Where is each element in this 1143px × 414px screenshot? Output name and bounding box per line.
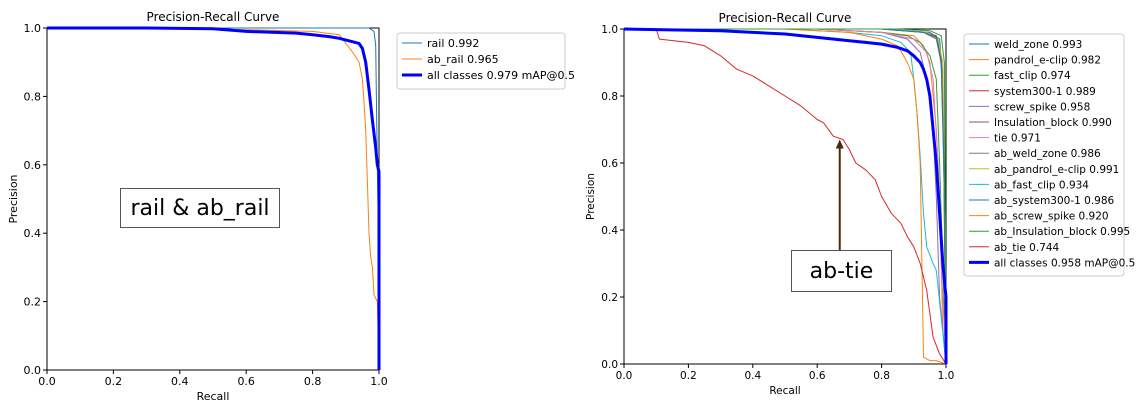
x-tick-label: 0.0 [616, 370, 633, 382]
x-tick-label: 0.4 [744, 370, 761, 382]
legend-box [963, 33, 1125, 277]
series-line-3 [47, 26, 381, 370]
x-tick-label: 0.4 [171, 375, 189, 388]
series-line-12 [624, 28, 947, 364]
series-line-13 [624, 28, 947, 364]
legend-entry: ab_tie 0.744 [994, 242, 1060, 254]
legend-entry: ab_screw_spike 0.920 [994, 211, 1109, 223]
legend-entry: ab_pandrol_e-clip 0.991 [994, 164, 1119, 176]
chart-1: Precision-Recall Curve 0.0 0.2 0.4 0.6 0.8 1.0… [7, 10, 575, 403]
y-tick-label: 0.6 [24, 159, 42, 172]
legend-entry: pandrol_e-clip 0.982 [994, 55, 1101, 67]
y-axis-label: Precision [585, 173, 597, 220]
y-tick-label: 1.0 [24, 22, 42, 35]
series-line-15 [624, 27, 948, 364]
chart-title: Precision-Recall Curve [719, 11, 852, 25]
legend-entry: ab_Insulation_block 0.995 [994, 226, 1130, 238]
x-tick-label: 0.0 [38, 375, 56, 388]
x-tick-label: 0.6 [809, 370, 826, 382]
y-tick-label: 0.6 [601, 158, 618, 170]
x-axis-label: Recall [197, 390, 230, 403]
legend-entry: Insulation_block 0.990 [994, 117, 1112, 129]
chart-1-annotation: rail & ab_rail [120, 188, 280, 228]
plot-area [623, 28, 947, 365]
x-tick-label: 1.0 [370, 375, 388, 388]
legend-entry: ab_weld_zone 0.986 [994, 148, 1101, 160]
legend-entry: ab_fast_clip 0.934 [994, 179, 1089, 191]
y-tick-label: 0.4 [24, 227, 42, 240]
legend-entry: fast_clip 0.974 [994, 70, 1071, 82]
legend-entry: system300-1 0.989 [994, 86, 1096, 98]
series-group [47, 26, 381, 370]
y-tick-label: 0.8 [601, 91, 618, 103]
y-tick-label: 0.2 [24, 296, 42, 309]
x-tick-label: 0.2 [680, 370, 697, 382]
series-line-2 [47, 27, 380, 370]
y-tick-label: 0.0 [601, 359, 618, 371]
legend-entry: rail 0.992 [427, 37, 479, 50]
x-tick-label: 0.8 [304, 375, 322, 388]
x-axis-label: Recall [769, 385, 800, 397]
x-tick-label: 1.0 [938, 370, 955, 382]
x-tick-label: 0.2 [105, 375, 123, 388]
chart-2: Precision-Recall Curve 0.0 0.2 0.4 0.6 0.8 1.0… [585, 11, 1135, 397]
legend-entry: all classes 0.958 mAP@0.5 [994, 257, 1135, 269]
legend-entry: weld_zone 0.993 [994, 39, 1082, 51]
legend-entry: tie 0.971 [994, 133, 1041, 145]
x-tick-label: 0.6 [237, 375, 255, 388]
legend-entry: ab_system300-1 0.986 [994, 195, 1115, 207]
x-tick-label: 0.8 [873, 370, 890, 382]
legend-entry: screw_spike 0.958 [994, 101, 1090, 113]
y-tick-label: 0.4 [601, 225, 618, 237]
y-tick-label: 0.8 [24, 90, 42, 103]
legend-entry: all classes 0.979 mAP@0.5 [427, 69, 575, 82]
chart-title: Precision-Recall Curve [147, 10, 280, 24]
chart-2-annotation: ab-tie [791, 250, 892, 292]
legend-box [396, 32, 566, 90]
legend-entry: ab_rail 0.965 [427, 53, 499, 66]
y-tick-label: 1.0 [601, 24, 618, 36]
annotation-arrowhead [835, 139, 844, 149]
series-group [624, 27, 948, 364]
y-tick-label: 0.0 [24, 364, 42, 377]
y-axis-label: Precision [7, 174, 20, 223]
series-line-14 [624, 28, 947, 364]
y-tick-label: 0.2 [601, 292, 618, 304]
